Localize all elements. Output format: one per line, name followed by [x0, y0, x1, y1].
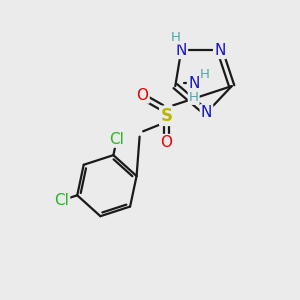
- Text: O: O: [160, 135, 172, 150]
- Text: N: N: [176, 43, 187, 58]
- Text: H: H: [171, 31, 181, 44]
- Text: Cl: Cl: [110, 132, 124, 147]
- Text: N: N: [214, 43, 226, 58]
- Text: N: N: [201, 105, 212, 120]
- Text: O: O: [136, 88, 148, 103]
- Text: H: H: [189, 91, 199, 104]
- Text: Cl: Cl: [54, 193, 69, 208]
- Text: S: S: [160, 107, 172, 125]
- Text: N: N: [188, 76, 200, 91]
- Text: H: H: [200, 68, 210, 81]
